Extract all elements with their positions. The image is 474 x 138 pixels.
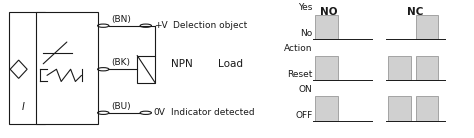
Text: No: No [301, 29, 313, 38]
Text: Reset: Reset [287, 70, 313, 79]
Bar [137, 56, 155, 83]
Bar [388, 56, 411, 80]
Text: (BN): (BN) [111, 15, 131, 24]
Text: NPN: NPN [171, 59, 192, 69]
Text: Action: Action [284, 44, 313, 53]
Bar [315, 56, 337, 80]
Text: I: I [21, 102, 24, 112]
Bar [36, 12, 98, 124]
Text: (BK): (BK) [111, 58, 130, 67]
Text: NO: NO [320, 7, 337, 17]
Bar [9, 12, 45, 124]
Text: Delection object: Delection object [173, 21, 247, 30]
Text: OFF: OFF [295, 111, 313, 120]
Bar [315, 96, 337, 121]
Text: Load: Load [218, 59, 243, 69]
Text: +V: +V [154, 21, 167, 30]
Bar [416, 96, 438, 121]
Text: Yes: Yes [298, 3, 313, 12]
Text: NC: NC [407, 7, 424, 17]
Text: ON: ON [299, 85, 313, 94]
Bar [388, 96, 411, 121]
Bar [315, 15, 337, 39]
Text: (BU): (BU) [111, 102, 131, 111]
Text: Indicator detected: Indicator detected [171, 108, 255, 117]
Polygon shape [10, 60, 27, 78]
Text: 0V: 0V [154, 108, 166, 117]
Bar [416, 15, 438, 39]
Bar [416, 56, 438, 80]
